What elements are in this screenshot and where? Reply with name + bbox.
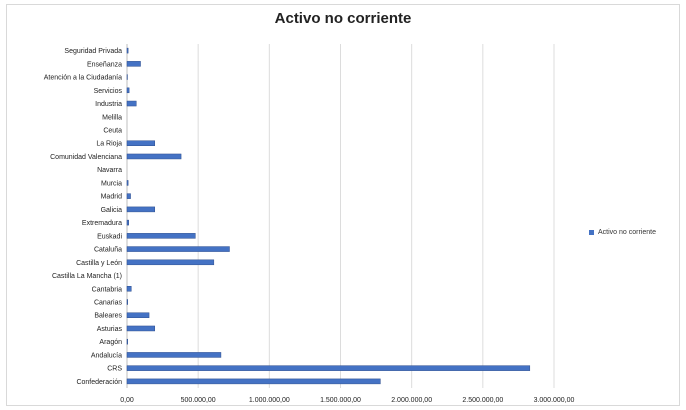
category-label: Ceuta (103, 128, 122, 135)
bar (126, 378, 381, 385)
category-label: Seguridad Privada (64, 48, 122, 55)
bar (126, 219, 129, 226)
bar (126, 140, 156, 146)
category-label: Comunidad Valenciana (50, 154, 122, 161)
bar (126, 47, 129, 54)
category-label: Cataluña (94, 247, 122, 254)
category-label: Enseñanza (87, 61, 122, 68)
category-label: Galicia (101, 207, 123, 214)
x-tick-label: 1.000.000,00 (249, 397, 290, 404)
category-label: CRS (107, 366, 122, 373)
bar (126, 153, 182, 160)
category-label: Asturias (97, 326, 123, 333)
bar (126, 259, 215, 266)
bar (126, 352, 222, 358)
category-label: Navarra (97, 167, 122, 174)
x-tick-label: 0,00 (120, 397, 134, 404)
category-label: Extremadura (82, 220, 122, 227)
bar (126, 180, 129, 186)
bar (126, 325, 156, 332)
bar (126, 206, 156, 213)
bar (126, 338, 128, 345)
legend-label: Activo no corriente (598, 229, 656, 236)
legend-swatch (589, 230, 594, 235)
category-label: Industria (95, 101, 122, 108)
category-label: Andalucía (91, 352, 122, 359)
category-label: Euskadi (97, 233, 122, 240)
category-label: Cantabria (92, 286, 122, 293)
category-label: Madrid (101, 194, 123, 201)
bar (126, 286, 132, 292)
x-tick-label: 1.500.000,00 (320, 397, 361, 404)
category-label: Confederación (76, 379, 122, 386)
bar (126, 100, 137, 107)
category-label: Castilla La Mancha (1) (52, 273, 122, 280)
bar (126, 87, 130, 94)
bar (126, 61, 141, 67)
bar (126, 246, 230, 252)
category-label: Baleares (94, 313, 122, 320)
x-tick-label: 500.000,00 (181, 397, 216, 404)
x-tick-label: 2.500.000,00 (462, 397, 503, 404)
category-label: Castilla y León (76, 260, 122, 267)
category-label: Servicios (94, 88, 123, 95)
chart-title: Activo no corriente (274, 10, 412, 27)
bar (126, 312, 150, 318)
x-tick-label: 3.000.000,00 (534, 397, 575, 404)
bar (126, 193, 131, 199)
legend: Activo no corriente (589, 229, 656, 236)
x-tick-label: 2.000.000,00 (391, 397, 432, 404)
category-label: Melilla (102, 114, 122, 121)
category-label: La Rioja (96, 141, 122, 148)
category-label: Canarias (94, 300, 123, 307)
chart-frame (6, 4, 680, 406)
category-label: Murcia (101, 180, 122, 187)
bar (126, 365, 531, 371)
bar (126, 299, 128, 305)
category-label: Atención a la Ciudadanía (44, 75, 122, 82)
category-label: Aragón (99, 339, 122, 346)
bar (126, 233, 196, 239)
